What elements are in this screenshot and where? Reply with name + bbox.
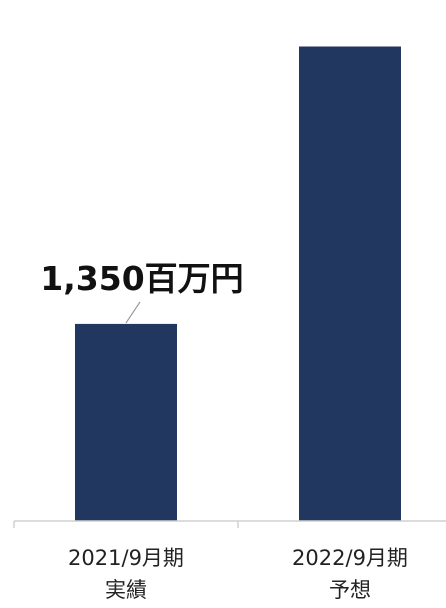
bars-layer bbox=[75, 46, 401, 521]
x-tick-label-1-line-2: 実績 bbox=[105, 578, 147, 602]
data-label-leader-1 bbox=[125, 301, 141, 324]
data-label-1: 1,350百万円 bbox=[40, 259, 243, 298]
x-axis-ticks bbox=[13, 521, 239, 528]
bar-2 bbox=[299, 46, 401, 521]
bar-1 bbox=[75, 323, 177, 521]
x-tick-label-2-line-1: 2022/9月期 bbox=[292, 546, 408, 570]
x-tick-label-2-line-2: 予想 bbox=[329, 578, 371, 602]
x-tick-label-1-line-1: 2021/9月期 bbox=[68, 546, 184, 570]
